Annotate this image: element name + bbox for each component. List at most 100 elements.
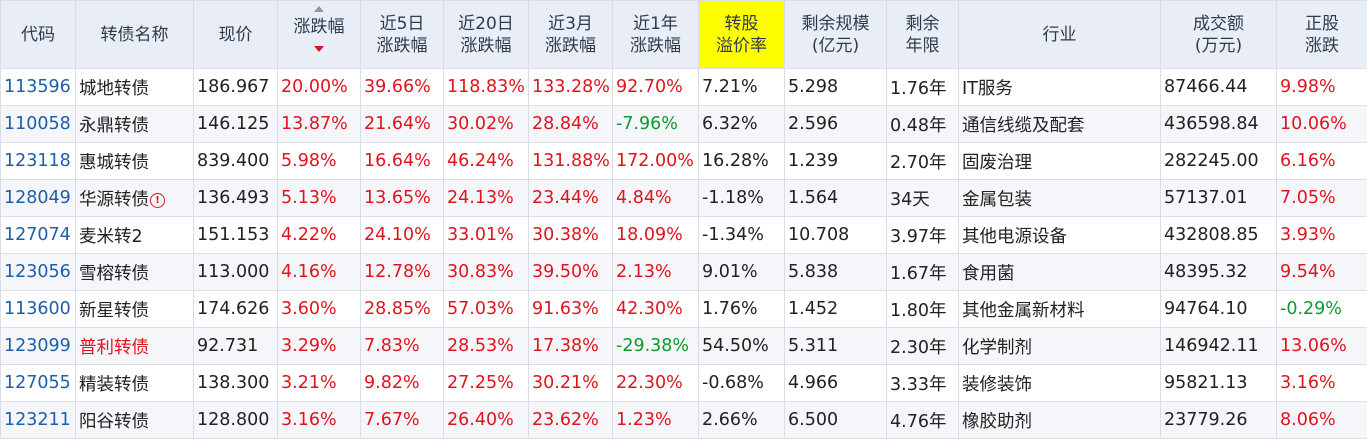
- cell-remaining-years: 2.70年: [886, 142, 959, 180]
- header-change-5d[interactable]: 近5日 涨跌幅: [360, 0, 444, 69]
- sort-desc-icon[interactable]: [314, 45, 324, 52]
- header-remaining-years[interactable]: 剩余 年限: [886, 0, 959, 69]
- table-row[interactable]: 113600 新星转债 174.626 3.60% 28.85% 57.03% 91.63%…: [0, 290, 1367, 328]
- cell-price: 138.300: [193, 364, 278, 402]
- header-remaining-scale[interactable]: 剩余规模 (亿元): [784, 0, 887, 69]
- header-industry[interactable]: 行业: [958, 0, 1161, 69]
- sort-asc-icon[interactable]: [279, 5, 360, 16]
- cell-change-20d-text: 26.40%: [447, 410, 514, 430]
- cell-industry-text: 固废治理: [962, 152, 1032, 173]
- cell-premium: 16.28%: [698, 142, 785, 180]
- cell-remaining-scale: 10.708: [784, 216, 887, 254]
- header-stock-change[interactable]: 正股 涨跌: [1276, 0, 1367, 69]
- cell-remaining-scale-text: 5.838: [788, 262, 839, 282]
- cell-name-text[interactable]: 城地转债: [79, 78, 149, 99]
- cell-name-text[interactable]: 普利转债: [79, 337, 149, 358]
- cell-name-text[interactable]: 阳谷转债: [79, 411, 149, 432]
- cell-code[interactable]: 123056: [0, 253, 76, 291]
- cell-name[interactable]: 普利转债: [75, 327, 194, 365]
- cell-price: 128.800: [193, 401, 278, 439]
- header-name[interactable]: 转债名称: [75, 0, 194, 69]
- cell-change-1y: -7.96%: [612, 105, 699, 143]
- cell-name[interactable]: 阳谷转债: [75, 401, 194, 439]
- cell-code-text[interactable]: 113600: [4, 299, 71, 319]
- cell-code[interactable]: 123099: [0, 327, 76, 365]
- header-label: 涨跌幅: [460, 35, 512, 56]
- cell-change-20d: 33.01%: [443, 216, 529, 254]
- header-change[interactable]: 涨跌幅: [277, 0, 361, 69]
- cell-code[interactable]: 127055: [0, 364, 76, 402]
- cell-change: 3.60%: [277, 290, 361, 328]
- cell-remaining-years-text: 34天: [890, 189, 930, 210]
- cell-code[interactable]: 110058: [0, 105, 76, 143]
- cell-code-text[interactable]: 123056: [4, 262, 71, 282]
- cell-change-1y: 2.13%: [612, 253, 699, 291]
- cell-code-text[interactable]: 123118: [4, 151, 71, 171]
- cell-code-text[interactable]: 128049: [4, 188, 71, 208]
- table-row[interactable]: 123211 阳谷转债 128.800 3.16% 7.67% 26.40% 23.62% 1…: [0, 401, 1367, 439]
- cell-code-text[interactable]: 123099: [4, 336, 71, 356]
- cell-code[interactable]: 113596: [0, 68, 76, 106]
- table-row[interactable]: 127074 麦米转2 151.153 4.22% 24.10% 33.01% 30.38%…: [0, 216, 1367, 254]
- header-change-1y[interactable]: 近1年 涨跌幅: [612, 0, 699, 69]
- cell-name-text[interactable]: 雪榕转债: [79, 263, 149, 284]
- cell-remaining-scale-text: 4.966: [788, 373, 839, 393]
- warning-icon[interactable]: !: [150, 192, 165, 208]
- header-label: (万元): [1194, 35, 1243, 56]
- cell-price: 136.493: [193, 179, 278, 217]
- cell-change-3m: 30.38%: [528, 216, 613, 254]
- cell-name[interactable]: 精装转债: [75, 364, 194, 402]
- cell-change-20d-text: 46.24%: [447, 151, 514, 171]
- cell-name[interactable]: 城地转债: [75, 68, 194, 106]
- cell-remaining-years: 1.67年: [886, 253, 959, 291]
- cell-code-text[interactable]: 110058: [4, 114, 71, 134]
- cell-code[interactable]: 113600: [0, 290, 76, 328]
- cell-name-text[interactable]: 麦米转2: [79, 226, 143, 247]
- cell-name[interactable]: 新星转债: [75, 290, 194, 328]
- table-row[interactable]: 123056 雪榕转债 113.000 4.16% 12.78% 30.83% 39.50%…: [0, 253, 1367, 291]
- cell-stock-change-text: 8.06%: [1280, 410, 1336, 430]
- header-label: 剩余: [905, 13, 940, 34]
- cell-code-text[interactable]: 113596: [4, 77, 71, 97]
- cell-code-text[interactable]: 127074: [4, 225, 71, 245]
- header-label: 涨跌幅: [630, 35, 681, 56]
- cell-name-text[interactable]: 精装转债: [79, 374, 149, 395]
- cell-code[interactable]: 127074: [0, 216, 76, 254]
- header-premium[interactable]: 转股 溢价率: [698, 0, 785, 69]
- cell-name[interactable]: 永鼎转债: [75, 105, 194, 143]
- cell-code-text[interactable]: 127055: [4, 373, 71, 393]
- cell-name[interactable]: 麦米转2: [75, 216, 194, 254]
- cell-code[interactable]: 123211: [0, 401, 76, 439]
- cell-remaining-scale-text: 5.298: [788, 77, 839, 97]
- cell-remaining-scale: 1.452: [784, 290, 887, 328]
- table-row[interactable]: 128049 华源转债! 136.493 5.13% 13.65% 24.13% 23.44…: [0, 179, 1367, 217]
- table-row[interactable]: 110058 永鼎转债 146.125 13.87% 21.64% 30.02% 28.84…: [0, 105, 1367, 143]
- table-row[interactable]: 123099 普利转债 92.731 3.29% 7.83% 28.53% 17.38% -2…: [0, 327, 1367, 365]
- cell-name-text[interactable]: 永鼎转债: [79, 115, 149, 136]
- header-change-3m[interactable]: 近3月 涨跌幅: [528, 0, 613, 69]
- table-row[interactable]: 123118 惠城转债 839.400 5.98% 16.64% 46.24% 131.88…: [0, 142, 1367, 180]
- cell-change-1y-text: 42.30%: [616, 299, 683, 319]
- cell-change: 20.00%: [277, 68, 361, 106]
- cell-industry-text: 其他金属新材料: [962, 300, 1085, 321]
- cell-name-text[interactable]: 新星转债: [79, 300, 149, 321]
- cell-code[interactable]: 123118: [0, 142, 76, 180]
- cell-name[interactable]: 惠城转债: [75, 142, 194, 180]
- header-change-20d[interactable]: 近20日 涨跌幅: [443, 0, 529, 69]
- cell-industry-text: 金属包装: [962, 189, 1032, 210]
- table-row[interactable]: 127055 精装转债 138.300 3.21% 9.82% 27.25% 30.21% 2…: [0, 364, 1367, 402]
- header-amount[interactable]: 成交额 (万元): [1160, 0, 1277, 69]
- header-price[interactable]: 现价: [193, 0, 278, 69]
- cell-name[interactable]: 雪榕转债: [75, 253, 194, 291]
- table-row[interactable]: 113596 城地转债 186.967 20.00% 39.66% 118.83% 133.…: [0, 68, 1367, 106]
- cell-name-text[interactable]: 华源转债: [79, 189, 149, 210]
- cell-code[interactable]: 128049: [0, 179, 76, 217]
- cell-change-5d: 24.10%: [360, 216, 444, 254]
- cell-code-text[interactable]: 123211: [4, 410, 71, 430]
- header-code[interactable]: 代码: [0, 0, 76, 69]
- header-label: 近1年: [633, 13, 678, 34]
- cell-name[interactable]: 华源转债!: [75, 179, 194, 217]
- cell-change-20d: 30.02%: [443, 105, 529, 143]
- cell-name-text[interactable]: 惠城转债: [79, 152, 149, 173]
- cell-amount: 282245.00: [1160, 142, 1277, 180]
